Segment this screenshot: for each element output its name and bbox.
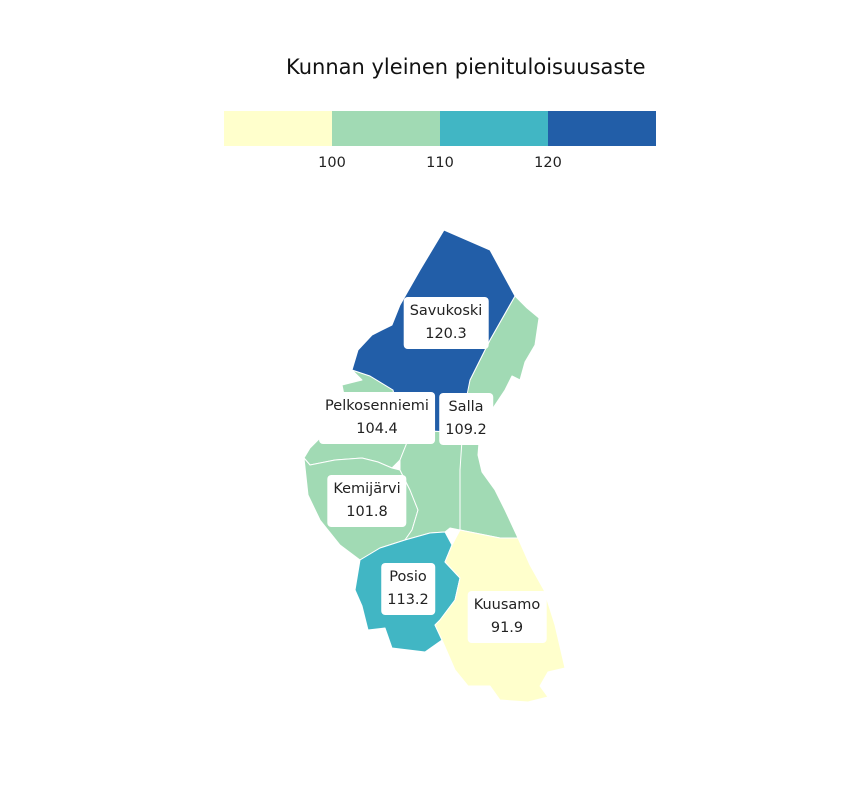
legend-tick-120: 120	[534, 155, 562, 171]
municipality-value: 101.8	[346, 504, 388, 520]
municipality-name: Posio	[389, 569, 427, 585]
legend-swatch-100-110	[332, 111, 440, 146]
municipality-value: 120.3	[425, 326, 467, 342]
map-label-pelkosenniemi: Pelkosenniemi 104.4	[319, 392, 435, 444]
map-label-kemijarvi: Kemijärvi 101.8	[327, 475, 407, 527]
municipality-value: 113.2	[387, 592, 429, 608]
municipality-name: Pelkosenniemi	[325, 398, 429, 414]
municipality-name: Kemijärvi	[333, 481, 401, 497]
legend-tick-110: 110	[426, 155, 454, 171]
legend-swatch-lowest	[224, 111, 332, 146]
map-title: Kunnan yleinen pienituloisuusaste	[286, 55, 646, 79]
municipality-value: 91.9	[490, 620, 524, 636]
municipality-name: Kuusamo	[473, 597, 541, 613]
municipality-value: 104.4	[356, 421, 398, 437]
map-label-kuusamo: Kuusamo 91.9	[467, 591, 547, 643]
map-label-salla: Salla 109.2	[439, 393, 493, 445]
municipality-name: Savukoski	[409, 303, 483, 319]
municipality-value: 109.2	[445, 422, 487, 438]
map-label-posio: Posio 113.2	[381, 563, 435, 615]
map-label-savukoski: Savukoski 120.3	[403, 297, 489, 349]
legend-swatch-highest	[548, 111, 656, 146]
legend-swatch-110-120	[440, 111, 548, 146]
municipality-name: Salla	[448, 399, 484, 415]
legend-tick-100: 100	[318, 155, 346, 171]
